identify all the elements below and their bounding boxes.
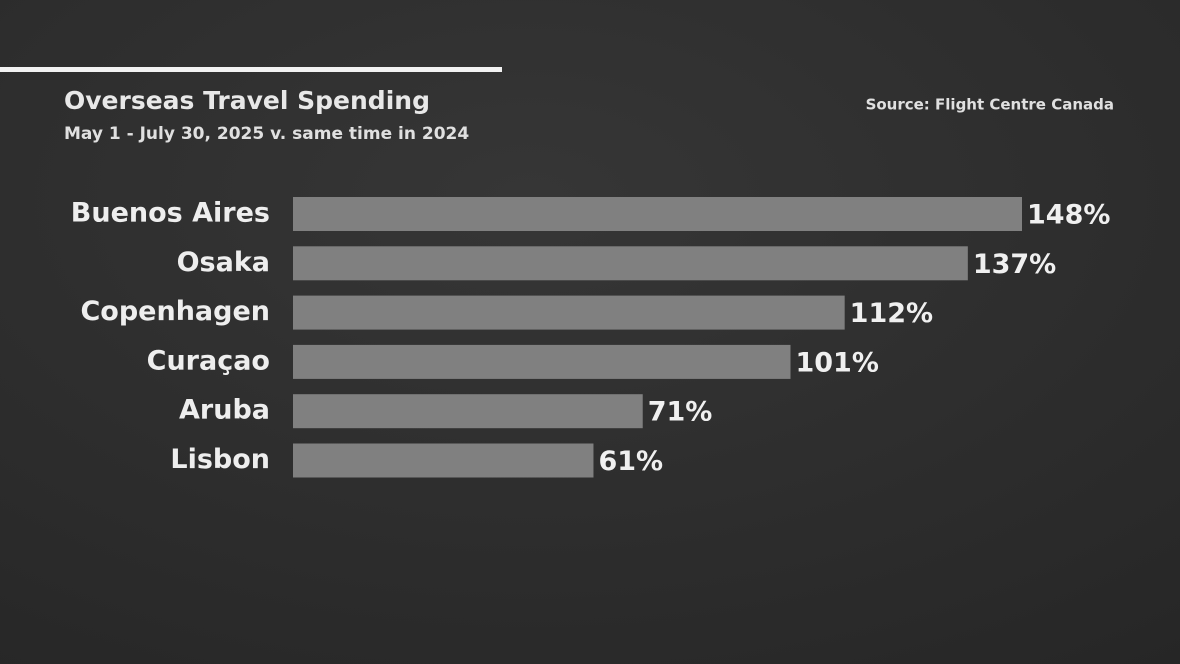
bar	[293, 246, 968, 281]
value-label: 148%	[1027, 200, 1110, 231]
chart-subtitle: May 1 - July 30, 2025 v. same time in 20…	[64, 124, 469, 144]
category-label: Curaçao	[147, 345, 270, 376]
value-label: 112%	[850, 298, 933, 329]
category-label: Lisbon	[170, 444, 270, 475]
chart-title: Overseas Travel Spending	[64, 86, 430, 115]
bar	[293, 394, 643, 429]
bar	[293, 344, 791, 379]
category-label: Buenos Aires	[71, 198, 270, 229]
bar	[293, 197, 1022, 231]
category-label: Aruba	[179, 395, 270, 426]
category-label: Copenhagen	[80, 296, 270, 327]
top-rule	[0, 67, 502, 72]
category-label: Osaka	[177, 247, 270, 278]
bar	[293, 295, 845, 330]
value-label: 71%	[648, 397, 713, 428]
value-label: 61%	[598, 446, 663, 477]
value-label: 101%	[795, 347, 878, 378]
value-label: 137%	[973, 249, 1056, 280]
source-note: Source: Flight Centre Canada	[866, 96, 1114, 114]
bar	[293, 443, 594, 478]
